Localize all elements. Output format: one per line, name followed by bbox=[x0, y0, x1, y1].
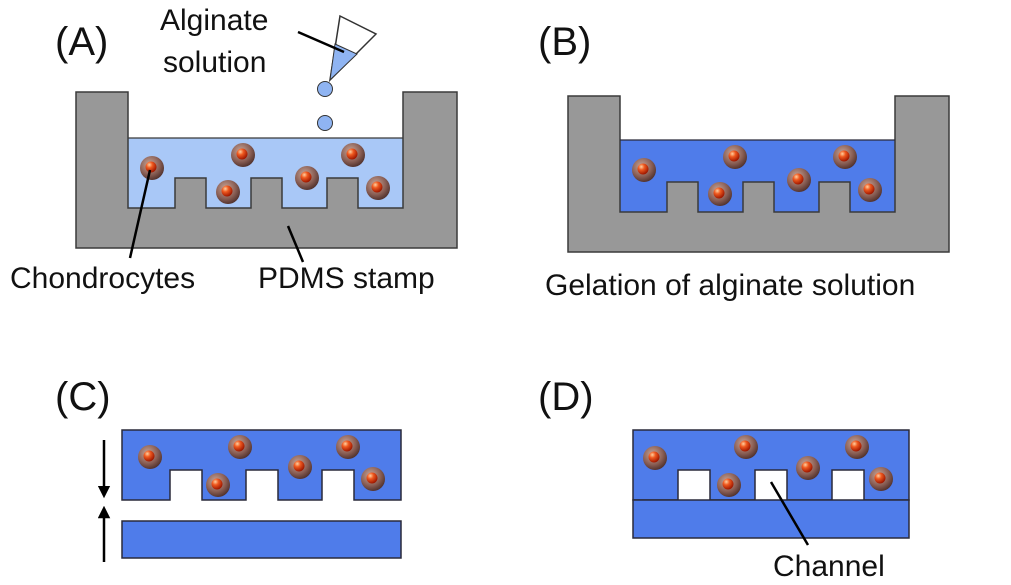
panel-b: (B) Gelation of alginate solution bbox=[538, 20, 949, 302]
gel-layer bbox=[633, 430, 909, 500]
annotation: PDMS stamp bbox=[258, 262, 435, 295]
diagram: (A) Alginate solution Chondrocytes PDMS … bbox=[0, 0, 1011, 585]
panel-label: (B) bbox=[538, 20, 591, 64]
panel-label: (D) bbox=[538, 375, 594, 419]
pipette bbox=[318, 16, 377, 131]
bottom-layer bbox=[122, 521, 401, 558]
panel-a: (A) Alginate solution Chondrocytes PDMS … bbox=[10, 4, 457, 295]
panel-label: (A) bbox=[55, 20, 108, 64]
caption: Gelation of alginate solution bbox=[545, 269, 915, 302]
panel-d: (D) Channel bbox=[538, 375, 909, 583]
annotation: Channel bbox=[773, 550, 885, 583]
panel-label: (C) bbox=[55, 375, 111, 419]
annotation: Alginate bbox=[160, 4, 268, 37]
bottom-layer bbox=[633, 500, 909, 538]
gel-layer bbox=[122, 430, 401, 500]
annotation: solution bbox=[163, 46, 266, 79]
panel-c: (C) bbox=[55, 375, 401, 562]
annotation: Chondrocytes bbox=[10, 262, 195, 295]
